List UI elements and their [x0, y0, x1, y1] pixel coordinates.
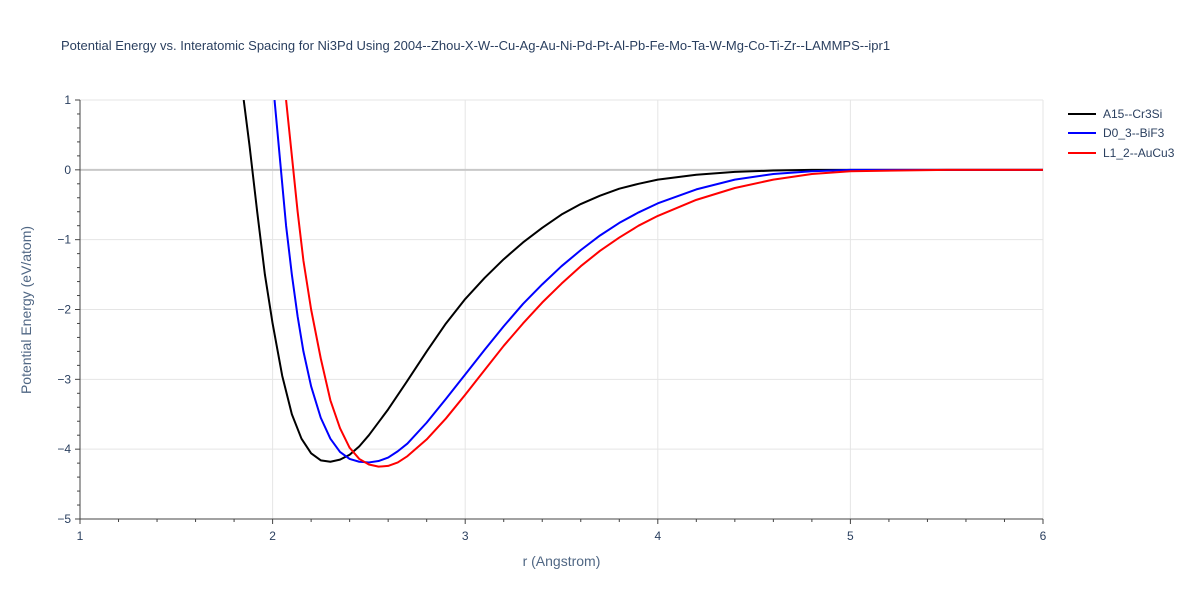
x-tick-label: 6 [1040, 529, 1047, 543]
series-line-D0_3--BiF3 [273, 100, 1043, 464]
y-tick-label: −1 [57, 233, 71, 247]
y-tick-label: −2 [57, 303, 71, 317]
legend-label: D0_3--BiF3 [1103, 126, 1165, 141]
y-tick-label: 0 [64, 163, 71, 177]
y-axis-label: Potential Energy (eV/atom) [18, 225, 34, 395]
legend-swatch [1068, 112, 1096, 115]
x-tick-label: 3 [462, 529, 469, 543]
series-line-L1_2--AuCu3 [285, 100, 1043, 468]
x-tick-label: 4 [654, 529, 661, 543]
x-tick-label: 2 [269, 529, 276, 543]
legend-swatch [1068, 132, 1096, 135]
legend-item[interactable]: D0_3--BiF3 [1068, 124, 1174, 144]
x-tick-label: 5 [847, 529, 854, 543]
legend-label: L1_2--AuCu3 [1103, 145, 1175, 160]
series-line-A15--Cr3Si [242, 100, 1043, 463]
x-axis-label: r (Angstrom) [522, 553, 601, 569]
legend-item[interactable]: L1_2--AuCu3 [1068, 143, 1174, 163]
chart-title: Potential Energy vs. Interatomic Spacing… [61, 38, 891, 53]
y-tick-label: −5 [57, 512, 71, 526]
y-tick-label: 1 [64, 93, 71, 107]
y-tick-label: −3 [57, 372, 71, 386]
y-tick-label: −4 [57, 442, 71, 456]
x-tick-label: 1 [77, 529, 84, 543]
legend-label: A15--Cr3Si [1103, 106, 1163, 121]
legend-item[interactable]: A15--Cr3Si [1068, 104, 1174, 124]
legend: A15--Cr3Si D0_3--BiF3 L1_2--AuCu3 [1068, 104, 1174, 163]
legend-swatch [1068, 151, 1096, 154]
